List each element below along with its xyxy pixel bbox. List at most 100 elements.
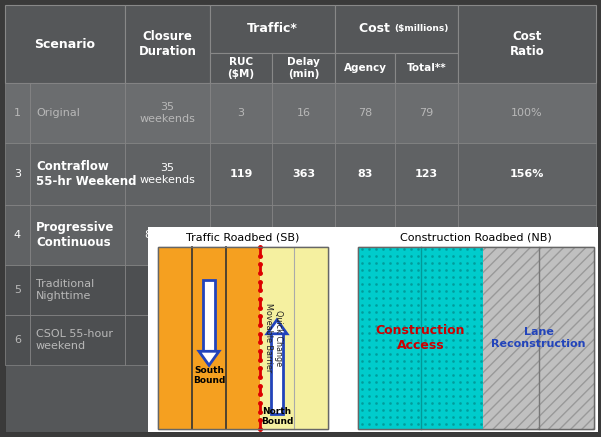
Bar	[358, 247, 483, 429]
Bar	[260, 247, 328, 429]
Text: 35
weekends: 35 weekends	[139, 163, 195, 185]
Bar	[30, 315, 125, 365]
Bar	[5, 83, 30, 143]
Text: 149%: 149%	[510, 230, 545, 240]
Bar	[210, 53, 272, 83]
Text: ($millions): ($millions)	[394, 24, 449, 34]
Bar	[210, 265, 272, 315]
Bar	[335, 5, 458, 53]
Bar	[125, 265, 210, 315]
Text: RUC
($M): RUC ($M)	[227, 57, 255, 79]
Bar	[272, 205, 335, 265]
Bar	[125, 143, 210, 205]
Text: Cost: Cost	[359, 22, 394, 35]
Bar	[358, 247, 594, 429]
Text: 77: 77	[357, 230, 373, 240]
Bar	[272, 315, 335, 365]
Bar	[458, 315, 596, 365]
Bar	[272, 143, 335, 205]
Text: South
Bound: South Bound	[193, 366, 225, 385]
Bar	[5, 205, 30, 265]
Text: 8 weeks: 8 weeks	[145, 230, 191, 240]
Text: Cost
Ratio: Cost Ratio	[510, 30, 545, 58]
Bar	[335, 205, 395, 265]
Text: 16: 16	[296, 108, 311, 118]
Bar	[158, 247, 328, 429]
Bar	[395, 315, 458, 365]
Text: 3: 3	[14, 169, 21, 179]
Text: 100%: 100%	[511, 108, 543, 118]
Text: 156%: 156%	[510, 169, 544, 179]
Text: Total**: Total**	[407, 63, 447, 73]
Bar	[335, 143, 395, 205]
Text: 78: 78	[358, 108, 372, 118]
Bar	[395, 53, 458, 83]
Bar	[125, 5, 210, 83]
Text: 6: 6	[14, 335, 21, 345]
Bar	[458, 83, 596, 143]
Text: 79: 79	[419, 108, 434, 118]
Bar	[395, 83, 458, 143]
Text: Delay
(min): Delay (min)	[287, 57, 320, 79]
Bar	[5, 315, 30, 365]
Text: Progressive
Continuous: Progressive Continuous	[36, 221, 114, 249]
Bar	[210, 5, 335, 53]
Bar	[483, 247, 594, 429]
Text: 363: 363	[292, 230, 315, 240]
Bar	[358, 247, 594, 429]
Bar	[210, 83, 272, 143]
Text: Contraflow
55-hr Weekend: Contraflow 55-hr Weekend	[36, 160, 136, 188]
Bar	[30, 143, 125, 205]
Bar	[125, 83, 210, 143]
Bar	[125, 205, 210, 265]
Text: 363: 363	[292, 169, 315, 179]
Bar	[271, 332, 283, 414]
Text: Scenario: Scenario	[34, 38, 96, 51]
Bar	[5, 5, 125, 83]
Text: Traffic*: Traffic*	[247, 22, 298, 35]
Text: 1: 1	[14, 108, 21, 118]
Bar	[210, 205, 272, 265]
Text: North
Bound: North Bound	[261, 407, 293, 426]
Bar	[125, 315, 210, 365]
Bar	[458, 265, 596, 315]
Bar	[395, 265, 458, 315]
Text: Original: Original	[36, 108, 80, 118]
Text: 118: 118	[415, 230, 438, 240]
Bar	[203, 280, 215, 353]
Bar	[335, 315, 395, 365]
Text: CSOL 55-hour
weekend: CSOL 55-hour weekend	[36, 329, 113, 351]
Bar	[30, 83, 125, 143]
Text: 5: 5	[14, 285, 21, 295]
Text: 119: 119	[230, 169, 252, 179]
Text: 123: 123	[230, 230, 252, 240]
Text: Construction
Access: Construction Access	[376, 324, 465, 352]
Bar	[272, 83, 335, 143]
Bar	[30, 205, 125, 265]
Bar	[272, 53, 335, 83]
Bar	[335, 83, 395, 143]
Text: 3: 3	[237, 108, 245, 118]
Bar	[5, 143, 30, 205]
Text: 123: 123	[415, 169, 438, 179]
Text: 35
weekends: 35 weekends	[139, 102, 195, 124]
Bar	[5, 265, 30, 315]
Bar	[210, 315, 272, 365]
Bar	[395, 205, 458, 265]
Bar	[210, 143, 272, 205]
Bar	[458, 205, 596, 265]
Text: Construction Roadbed (NB): Construction Roadbed (NB)	[400, 233, 552, 243]
Text: Lane
Reconstruction: Lane Reconstruction	[491, 327, 586, 349]
Text: Traditional
Nighttime: Traditional Nighttime	[36, 279, 94, 301]
Bar	[30, 265, 125, 315]
Bar	[458, 143, 596, 205]
Bar	[483, 247, 594, 429]
Bar	[158, 247, 328, 429]
Polygon shape	[199, 351, 219, 365]
Text: 83: 83	[358, 169, 373, 179]
Bar	[272, 265, 335, 315]
Text: 4: 4	[14, 230, 21, 240]
Bar	[335, 53, 395, 83]
Bar	[395, 143, 458, 205]
Text: Agency: Agency	[344, 63, 386, 73]
